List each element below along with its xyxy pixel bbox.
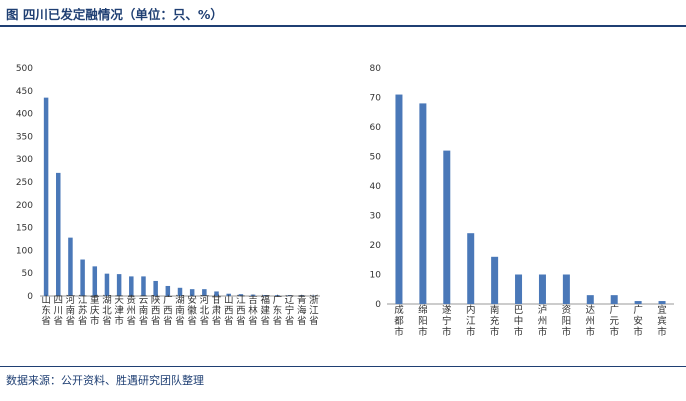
province-bar (275, 295, 280, 296)
province-bar (165, 285, 171, 296)
city-ytick-label: 30 (370, 212, 382, 222)
city-bar (610, 295, 618, 304)
province-bar (250, 294, 256, 296)
province-ytick-label: 50 (22, 269, 34, 279)
province-category-label: 甘肃省 (212, 294, 222, 327)
city-ytick-label: 80 (370, 64, 382, 74)
province-ytick-label: 0 (27, 292, 33, 302)
province-category-label: 重庆市 (90, 294, 100, 327)
city-category-label: 资阳市 (562, 305, 572, 338)
province-bar (287, 295, 292, 296)
province-category-label: 河南省 (66, 294, 76, 327)
province-bar (226, 293, 231, 296)
city-bar (419, 103, 427, 305)
province-category-label: 吉林省 (248, 295, 258, 327)
province-category-label: 安徽省 (187, 294, 197, 327)
province-bar (80, 259, 85, 296)
province-category-label: 浙江省 (309, 294, 319, 327)
city-ytick-label: 50 (370, 153, 382, 163)
province-category-label: 湖南省 (175, 295, 185, 327)
province-bar (92, 266, 98, 296)
city-bar (586, 295, 594, 304)
province-bar (153, 280, 158, 296)
footer-rule (0, 366, 686, 367)
province-category-label: 山东省 (41, 295, 51, 327)
city-category-label: 内江市 (466, 304, 476, 338)
province-ytick-label: 150 (16, 224, 33, 234)
province-ytick-label: 350 (16, 132, 33, 142)
province-bar (202, 289, 207, 296)
city-category-label: 泸州市 (538, 305, 548, 338)
province-category-label: 青海省 (297, 294, 307, 327)
province-ytick-label: 250 (16, 178, 33, 188)
province-bar (68, 237, 73, 296)
province-category-label: 福建省 (260, 294, 270, 327)
province-category-label: 贵州省 (127, 294, 137, 327)
province-bar (104, 273, 110, 296)
province-bar (56, 172, 61, 296)
province-bar (43, 97, 49, 296)
city-bar (491, 256, 499, 304)
city-category-label: 巴中市 (514, 305, 524, 338)
province-ytick-label: 500 (16, 64, 33, 74)
city-category-label: 成都市 (394, 304, 404, 338)
province-category-label: 辽宁省 (285, 294, 295, 327)
city-bar (467, 233, 475, 304)
city-category-label: 绵阳市 (418, 304, 428, 338)
city-category-label: 遂宁市 (442, 304, 452, 338)
province-ytick-label: 400 (16, 110, 33, 120)
city-bar (395, 94, 403, 304)
province-category-label: 天津市 (114, 295, 124, 327)
city-category-label: 达州市 (586, 304, 596, 338)
chart-title: 图 四川已发定融情况（单位：只、%） (6, 7, 223, 22)
province-category-label: 山西省 (224, 295, 234, 327)
city-bar (515, 274, 523, 304)
city-ytick-label: 20 (370, 241, 382, 251)
province-category-label: 湖北省 (102, 295, 112, 327)
province-bar (141, 276, 146, 296)
province-category-label: 四川省 (54, 295, 64, 327)
province-category-label: 云南省 (139, 295, 149, 327)
city-bar (538, 274, 546, 304)
city-bar (562, 274, 570, 304)
city-ytick-label: 60 (370, 123, 382, 133)
province-category-label: 江西省 (236, 295, 246, 327)
city-category-label: 宜宾市 (657, 304, 667, 338)
city-category-label: 广安市 (633, 304, 643, 338)
city-category-label: 广元市 (609, 304, 619, 338)
province-bar (262, 295, 268, 296)
province-category-label: 广东省 (273, 294, 283, 327)
province-bar (129, 276, 134, 296)
province-ytick-label: 200 (16, 201, 33, 211)
city-category-label: 南充市 (490, 304, 500, 338)
header-rule (0, 25, 686, 27)
province-category-label: 陕西省 (151, 294, 161, 327)
data-source-note: 数据来源：公开资料、胜遇研究团队整理 (6, 374, 204, 387)
city-ytick-label: 70 (370, 94, 382, 104)
province-ytick-label: 450 (16, 87, 33, 97)
city-ytick-label: 10 (370, 271, 382, 281)
city-ytick-label: 0 (375, 300, 381, 310)
province-ytick-label: 100 (16, 246, 33, 256)
province-bar (177, 287, 183, 296)
province-category-label: 广西省 (163, 294, 173, 327)
city-ytick-label: 40 (370, 182, 382, 192)
province-bar (214, 291, 219, 296)
city-bar (634, 301, 642, 304)
province-category-label: 河北省 (200, 294, 210, 327)
province-bar (116, 274, 122, 296)
province-bar (189, 289, 195, 296)
province-bar (238, 294, 244, 296)
city-bar (658, 301, 666, 304)
province-bar (299, 295, 304, 296)
city-bar (443, 150, 451, 304)
province-ytick-label: 300 (16, 155, 33, 165)
province-category-label: 江苏省 (78, 295, 88, 327)
